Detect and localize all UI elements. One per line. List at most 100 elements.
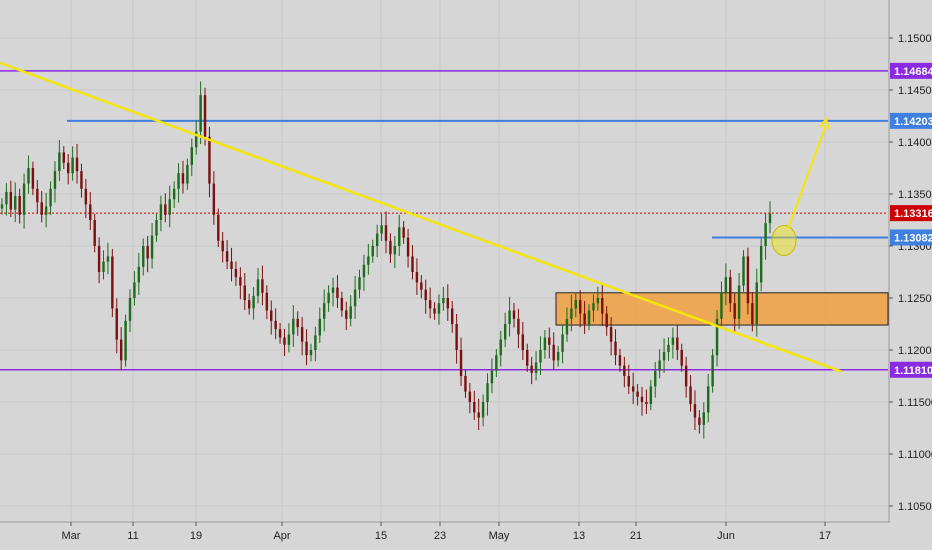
candle-body <box>292 318 295 335</box>
candle-body <box>137 266 141 283</box>
candle-body <box>111 256 114 309</box>
candle-body <box>331 287 335 293</box>
candle-body <box>398 227 401 246</box>
y-tick-label: 1.12000 <box>898 345 932 357</box>
candle-body <box>97 246 101 272</box>
candle-body <box>654 370 657 387</box>
candle-body <box>530 365 533 373</box>
candle-body <box>177 173 180 189</box>
candle-body <box>172 188 176 200</box>
candle-body <box>578 300 582 314</box>
candle-body <box>164 204 167 215</box>
candle-body <box>640 396 644 402</box>
candle-body <box>662 352 666 361</box>
candle-body <box>751 303 754 324</box>
candle-body <box>159 204 163 220</box>
candle-body <box>420 282 423 290</box>
candle-body <box>274 320 277 330</box>
y-tick-label: 1.14500 <box>898 85 932 97</box>
candle-body <box>684 365 688 387</box>
candle-body <box>5 191 8 205</box>
candle-body <box>623 365 626 376</box>
candle-body <box>768 213 772 224</box>
candle-body <box>31 168 35 189</box>
x-tick-label: 23 <box>434 530 446 542</box>
candle-body <box>102 261 105 272</box>
candle-body <box>415 272 419 283</box>
price-tag-box <box>890 205 932 222</box>
candle-body <box>150 235 154 259</box>
candle-body <box>759 246 763 283</box>
candle-body <box>155 220 158 236</box>
x-tick-label: 13 <box>573 530 585 542</box>
candle-body <box>270 310 273 321</box>
price-tag-label: 1.13082 <box>894 232 932 244</box>
candle-body <box>375 233 379 246</box>
candle-body <box>256 279 260 296</box>
x-tick-label: May <box>489 530 510 542</box>
candle-body <box>358 277 361 290</box>
candle-body <box>327 292 330 304</box>
candle-body <box>556 352 560 361</box>
candle-body <box>446 298 450 309</box>
candle-body <box>565 318 569 335</box>
candle-body <box>181 173 185 184</box>
candle-body <box>234 268 238 278</box>
candle-body <box>146 246 149 259</box>
price-tag-label: 1.14684 <box>894 66 932 78</box>
candle-body <box>305 341 308 356</box>
candle-body <box>645 402 648 405</box>
price-tag-box <box>890 229 932 246</box>
candle-body <box>702 412 706 425</box>
candle-body <box>561 334 564 353</box>
candle-body <box>706 386 710 413</box>
candle-body <box>464 376 467 392</box>
candle-body <box>14 196 17 210</box>
candle-body <box>239 277 242 286</box>
candle-body <box>367 256 370 265</box>
candle-body <box>212 183 216 215</box>
candle-body <box>618 355 622 366</box>
projection-arrow-head <box>819 116 830 130</box>
candle-body <box>115 308 118 340</box>
candle-body <box>548 337 551 345</box>
candle-body <box>521 334 525 350</box>
candle-body <box>605 313 608 328</box>
candle-body <box>450 308 454 324</box>
candle-body <box>596 298 600 304</box>
retest-highlight-circle <box>771 224 797 256</box>
candle-body <box>592 303 595 311</box>
price-tag-box <box>890 361 932 378</box>
candle-body <box>614 341 617 356</box>
candle-body <box>389 240 392 255</box>
x-tick-label: 11 <box>127 530 138 542</box>
candle-body <box>481 402 485 418</box>
candle-body <box>534 362 538 373</box>
candle-body <box>322 303 326 319</box>
candle-body <box>437 303 441 314</box>
y-tick-label: 1.11500 <box>898 397 932 409</box>
candle-body <box>362 264 366 278</box>
candle-body <box>455 324 458 350</box>
candle-body <box>296 318 299 328</box>
y-tick-label: 1.11000 <box>898 449 932 461</box>
candle-body <box>221 240 224 252</box>
candle-body <box>459 350 463 376</box>
candle-body <box>142 246 145 267</box>
candle-body <box>261 279 264 293</box>
candle-body <box>543 337 547 350</box>
candle-body <box>737 285 741 319</box>
candle-body <box>300 327 304 342</box>
candle-body <box>252 295 255 309</box>
candle-body <box>71 157 74 174</box>
candle-body <box>499 339 502 356</box>
candle-body <box>746 256 750 304</box>
candle-body <box>671 337 675 345</box>
candle-body <box>314 335 317 350</box>
candle-body <box>715 318 719 356</box>
candle-body <box>93 220 96 246</box>
candle-body <box>80 171 83 189</box>
price-tag-label: 1.13316 <box>894 208 932 220</box>
